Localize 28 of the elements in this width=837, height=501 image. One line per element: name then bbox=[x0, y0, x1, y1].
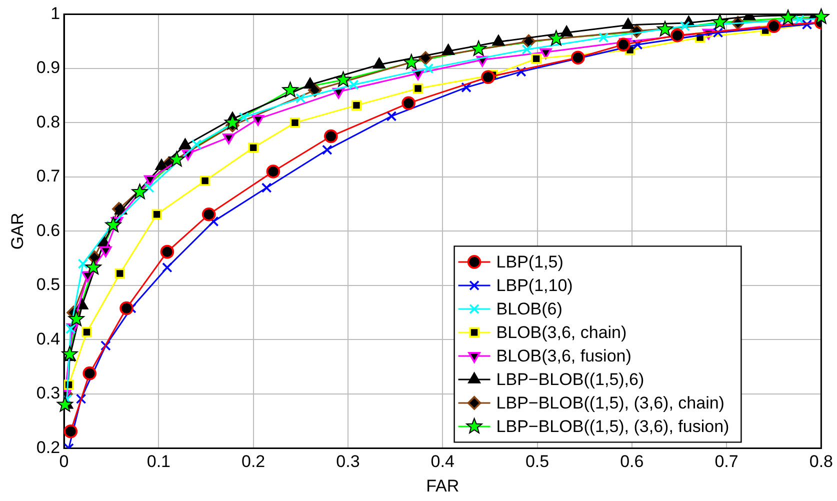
legend-label: LBP−BLOB((1,5), (3,6), fusion) bbox=[496, 417, 730, 436]
legend-label: LBP(1,5) bbox=[496, 252, 564, 272]
y-tick-label: 0.5 bbox=[36, 275, 60, 294]
x-tick-label: 0.2 bbox=[242, 452, 266, 472]
x-tick-label: 0.4 bbox=[430, 452, 454, 472]
legend-label: LBP(1,10) bbox=[496, 276, 573, 296]
x-tick-label: 0.3 bbox=[336, 452, 360, 472]
legend-label: BLOB(3,6, chain) bbox=[496, 323, 627, 342]
legend-label: BLOB(6) bbox=[496, 300, 562, 319]
y-tick-label: 0.9 bbox=[36, 58, 60, 78]
y-tick-label: 0.7 bbox=[36, 166, 60, 186]
y-tick-label: 1 bbox=[50, 4, 60, 23]
y-tick-label: 0.3 bbox=[36, 384, 60, 403]
y-tick-label: 0.2 bbox=[36, 438, 60, 457]
y-tick-label: 0.8 bbox=[36, 112, 60, 132]
x-tick-label: 0.5 bbox=[525, 452, 550, 472]
x-tick-label: 0.1 bbox=[146, 452, 170, 472]
y-tick-label: 0.6 bbox=[36, 220, 60, 240]
legend-label: LBP−BLOB((1,5), (3,6), chain) bbox=[496, 394, 724, 413]
x-tick-label: 0.6 bbox=[620, 452, 644, 472]
legend-label: LBP−BLOB((1,5),6) bbox=[496, 370, 644, 390]
x-tick-label: 0.7 bbox=[714, 452, 738, 472]
x-tick-label: 0.8 bbox=[809, 452, 834, 472]
y-tick-label: 0.4 bbox=[36, 329, 60, 348]
x-tick-label: 0 bbox=[59, 452, 69, 472]
x-axis-title: FAR bbox=[426, 476, 460, 496]
legend-label: BLOB(3,6, fusion) bbox=[496, 346, 632, 366]
y-axis-title: GAR bbox=[8, 212, 27, 250]
